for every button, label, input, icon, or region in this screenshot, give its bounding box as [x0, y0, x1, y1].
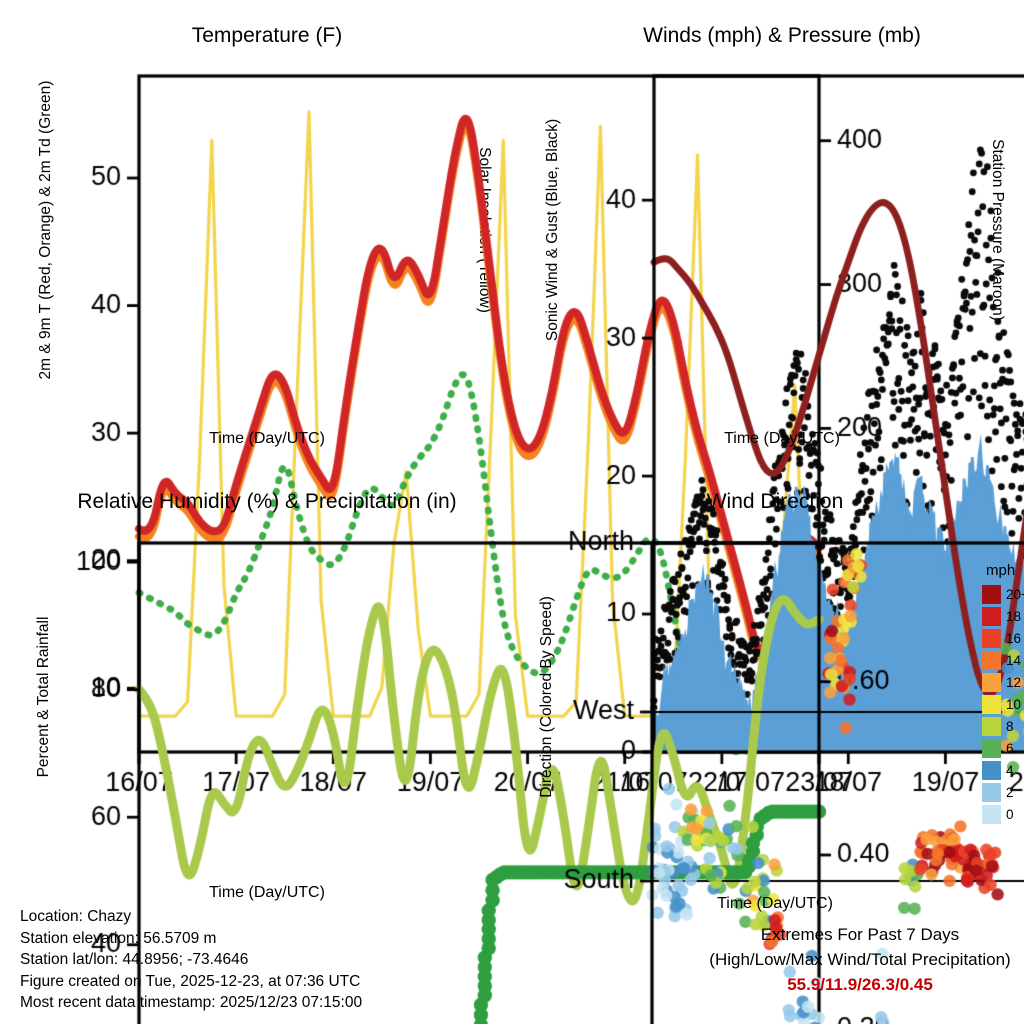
temperature-chart-title: Temperature (F) [191, 24, 343, 47]
winds-pressure-chart-title: Winds (mph) & Pressure (mb) [643, 24, 921, 47]
extremes-title: Extremes For Past 7 Days [760, 925, 960, 944]
legend-entry: 0 [982, 803, 1024, 825]
legend-entry: 10 [982, 693, 1024, 715]
wind-direction-x-axis-label: Time (Day/UTC) [717, 895, 833, 912]
legend-swatch [982, 782, 1001, 802]
wind-direction-chart-canvas [558, 515, 1024, 1024]
legend-swatch [982, 672, 1001, 692]
legend-entry: 14 [982, 649, 1024, 671]
legend-label: 14 [1006, 652, 1022, 668]
legend-label: 18 [1006, 608, 1022, 624]
legend-label: 2 [1006, 784, 1014, 800]
wind-direction-chart-title: Wind Direction [706, 490, 844, 513]
humidity-x-axis-label: Time (Day/UTC) [209, 884, 325, 901]
legend-label: 6 [1006, 740, 1014, 756]
legend-label: 0 [1006, 806, 1014, 822]
legend-entry: 8 [982, 715, 1024, 737]
legend-rows: 20+ 18 16 14 12 10 8 6 4 2 0 [982, 583, 1024, 825]
legend-entry: 2 [982, 781, 1024, 803]
extremes-subtitle: (High/Low/Max Wind/Total Precipitation) [709, 950, 1011, 969]
legend-label: 20+ [1006, 586, 1024, 602]
legend-swatch [982, 650, 1001, 670]
winds-y-axis-left-label: Sonic Wind & Gust (Blue, Black) [544, 118, 561, 342]
legend-swatch [982, 694, 1001, 714]
station-elevation: Station elevation: 56.5709 m [20, 929, 217, 947]
legend-entry: 12 [982, 671, 1024, 693]
temperature-x-axis-label: Time (Day/UTC) [209, 430, 325, 447]
legend-entry: 4 [982, 759, 1024, 781]
legend-label: 8 [1006, 718, 1014, 734]
humidity-y-axis-left-label: Percent & Total Rainfall [35, 616, 52, 778]
station-location: Location: Chazy [20, 908, 132, 925]
legend-swatch [982, 716, 1001, 736]
legend-entry: 16 [982, 627, 1024, 649]
wind-direction-y-axis-label: Direction (Colored By Speed) [538, 596, 555, 798]
legend-swatch [982, 584, 1001, 604]
winds-x-axis-label: Time (Day/UTC) [724, 430, 840, 447]
most-recent-data-timestamp: Most recent data timestamp: 2025/12/23 0… [20, 994, 363, 1012]
legend-swatch [982, 628, 1001, 648]
humidity-precip-chart-title: Relative Humidity (%) & Precipitation (i… [77, 490, 457, 513]
station-info: Location: Chazy Station elevation: 56.57… [20, 906, 362, 1014]
legend-swatch [982, 804, 1001, 824]
legend-entry: 6 [982, 737, 1024, 759]
legend-entry: 18 [982, 605, 1024, 627]
legend-title: mph [986, 562, 1016, 579]
legend-swatch [982, 738, 1001, 758]
legend-swatch [982, 760, 1001, 780]
extremes-block: Extremes For Past 7 Days (High/Low/Max W… [655, 922, 1024, 997]
station-latlon: Station lat/lon: 44.8956; -73.4646 [20, 951, 249, 969]
legend-entry: 20+ [982, 583, 1024, 605]
temperature-y-axis-left-label: 2m & 9m T (Red, Orange) & 2m Td (Green) [37, 80, 54, 380]
legend-swatch [982, 606, 1001, 626]
figure-created-timestamp: Figure created on Tue, 2025-12-23, at 07… [20, 972, 361, 990]
extremes-values: 55.9/11.9/26.3/0.45 [787, 975, 933, 994]
wind-speed-legend: mph 20+ 18 16 14 12 10 8 6 4 2 0 [982, 562, 1024, 825]
legend-label: 4 [1006, 762, 1014, 778]
legend-label: 10 [1006, 696, 1022, 712]
legend-label: 12 [1006, 674, 1022, 690]
legend-label: 16 [1006, 630, 1022, 646]
